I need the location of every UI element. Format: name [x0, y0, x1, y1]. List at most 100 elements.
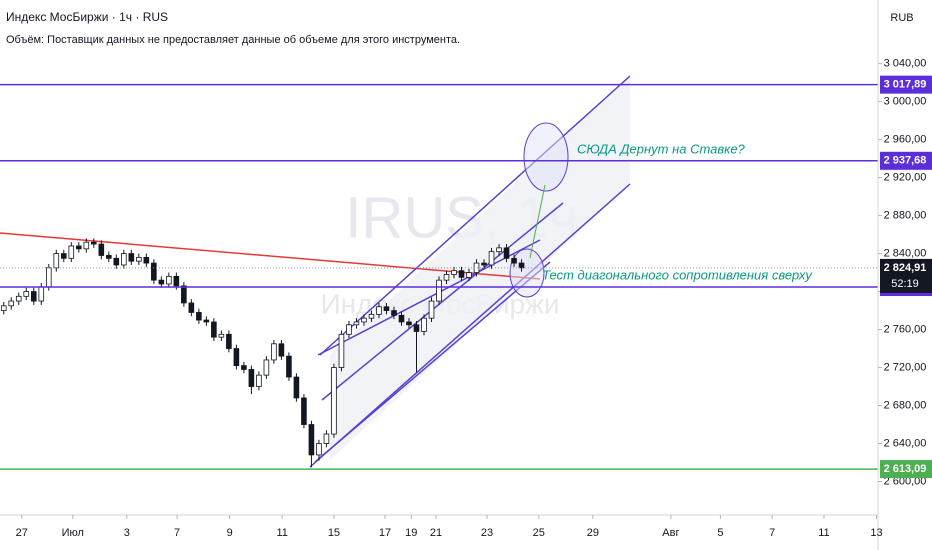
y-tick-label: 2 840,00	[884, 247, 927, 259]
candle-body	[286, 355, 292, 378]
x-tick-label: Июл	[62, 527, 84, 539]
candle-body	[413, 324, 420, 332]
candle-body	[248, 369, 255, 387]
candle-body	[60, 253, 67, 259]
candle-body	[0, 305, 7, 311]
trend-line	[0, 232, 541, 280]
candle-body	[38, 286, 45, 302]
y-tick-label: 2 680,00	[884, 399, 927, 411]
target-ellipse	[523, 122, 569, 192]
candle-body	[113, 257, 120, 266]
candle-body	[30, 291, 37, 302]
y-tick-label: 2 880,00	[884, 209, 927, 221]
candle-body	[8, 300, 15, 307]
x-tick-label: 13	[870, 527, 882, 539]
candle-body	[158, 279, 165, 285]
y-tick-label: 3 000,00	[884, 96, 927, 108]
x-tick-label: 11	[818, 527, 829, 539]
y-tick-label: 2 600,00	[884, 475, 927, 487]
candle-body	[241, 365, 247, 370]
x-tick-label: 27	[16, 527, 28, 539]
y-tick-label: 3 040,00	[884, 58, 927, 70]
header-title: Индекс МосБиржи · 1ч · RUS	[6, 10, 168, 24]
x-tick-label: 29	[587, 527, 599, 539]
candle-body	[361, 317, 367, 323]
last-price-label: 2 824,91	[884, 262, 927, 274]
x-tick-label: 3	[124, 527, 130, 539]
candle-body	[436, 279, 442, 302]
plot-area	[0, 75, 878, 470]
countdown: 52:19	[891, 278, 919, 290]
channel-line	[317, 239, 541, 356]
candle-body	[53, 253, 60, 269]
x-tick-label: 7	[769, 527, 775, 539]
candle-body	[331, 367, 337, 435]
candle-body	[196, 312, 202, 321]
y-tick-label: 2 640,00	[884, 437, 927, 449]
level-label: 2 613,09	[884, 463, 927, 475]
candle-body	[451, 270, 457, 275]
currency: RUB	[890, 12, 913, 24]
candle-body	[98, 243, 105, 256]
candle-body	[368, 313, 375, 319]
x-tick-label: 9	[227, 527, 233, 539]
arrow-line	[529, 184, 546, 259]
candle-body	[91, 241, 97, 245]
test-ellipse	[509, 248, 545, 298]
candle-body	[383, 306, 390, 311]
candle-body	[316, 443, 322, 456]
x-tick-label: 7	[174, 527, 180, 539]
candle-body	[278, 343, 285, 357]
candle-body	[398, 314, 405, 323]
channel-line	[309, 183, 631, 468]
candle-body	[256, 374, 262, 387]
candle-body	[128, 253, 135, 262]
candle-body	[353, 321, 360, 326]
x-tick-label: 5	[717, 527, 723, 539]
candle-body	[68, 245, 75, 259]
candle-body	[75, 245, 82, 250]
candle-body	[173, 275, 180, 287]
candle-body	[421, 317, 427, 332]
x-tick-label: 11	[276, 527, 287, 539]
y-tick-label: 2 960,00	[884, 134, 927, 146]
last-price-badge	[880, 258, 932, 293]
candle-body	[203, 319, 210, 323]
candle-body	[391, 310, 397, 316]
candle-body	[488, 251, 495, 266]
candle-body	[511, 257, 517, 264]
candle-body	[308, 424, 315, 456]
candle-body	[406, 321, 412, 326]
candle-body	[428, 300, 435, 319]
candle-body	[143, 256, 150, 264]
candle-body	[323, 433, 330, 444]
x-tick-label: 23	[481, 527, 493, 539]
candle-body	[226, 333, 232, 349]
level-badge	[880, 460, 932, 479]
level-label: 3 017,89	[884, 79, 927, 91]
candle-body	[458, 270, 465, 278]
candle-body	[136, 256, 142, 262]
x-tick-label: 25	[533, 527, 545, 539]
candle-body	[151, 262, 157, 281]
x-tick-label: Авг	[662, 527, 679, 539]
candle-body	[503, 247, 510, 259]
y-tick-label: 2 760,00	[884, 323, 927, 335]
candle-body	[23, 291, 30, 297]
candle-body	[466, 272, 472, 278]
annotation: Тест диагонального сопротивления сверху	[542, 267, 813, 282]
level-badge	[880, 151, 932, 170]
x-tick-label: 21	[430, 527, 442, 539]
y-tick-label: 2 920,00	[884, 172, 927, 184]
candle-body	[188, 302, 195, 313]
channel-line	[314, 261, 551, 463]
channel	[309, 75, 631, 468]
annotation: СЮДА Дернут на Ставке?	[577, 141, 746, 156]
candle-body	[346, 324, 352, 335]
candle-body	[121, 253, 127, 266]
x-tick-label: 17	[379, 527, 391, 539]
x-tick-label: 19	[405, 527, 417, 539]
candle-body	[518, 262, 525, 269]
candle-body	[218, 333, 225, 338]
candle-body	[301, 397, 307, 425]
